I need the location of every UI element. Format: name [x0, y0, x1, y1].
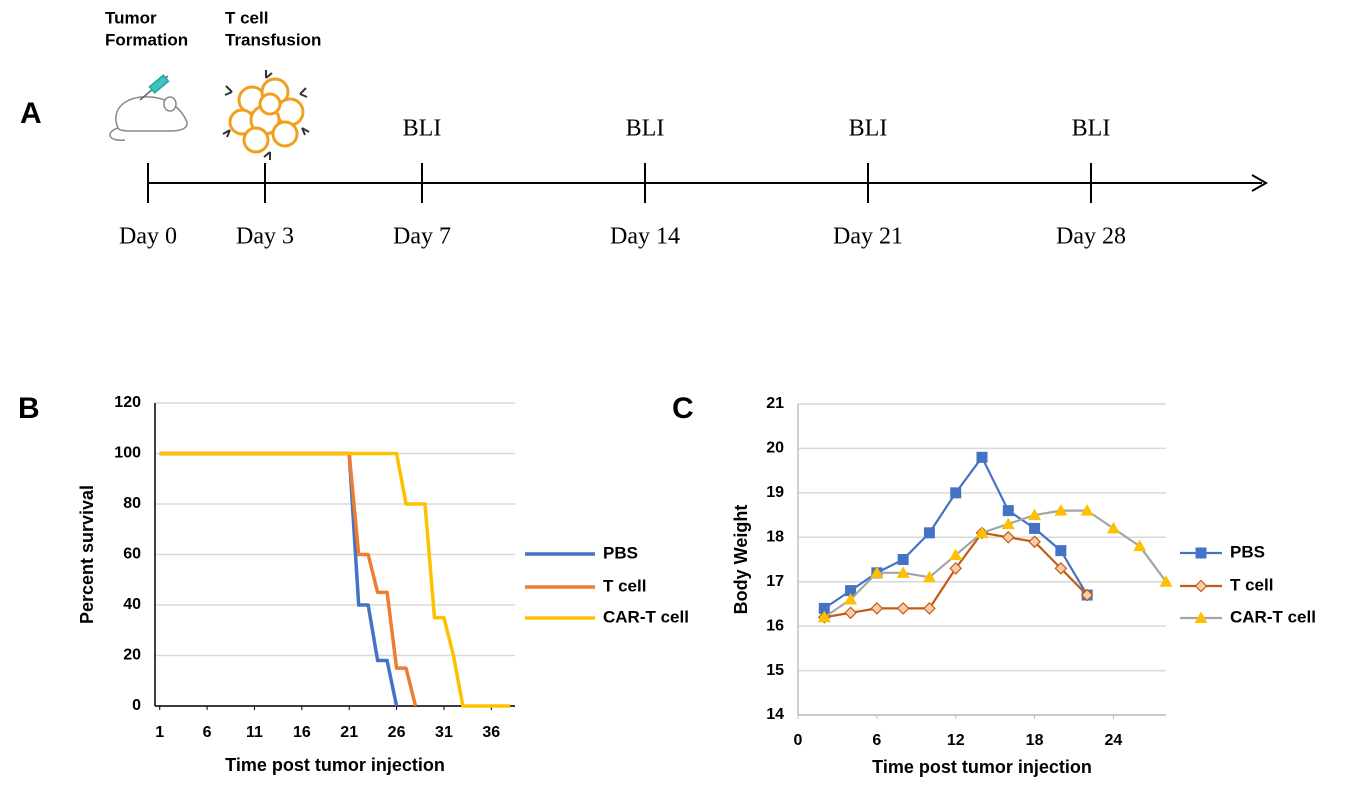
y-tick-label: 15 [766, 662, 784, 679]
marker [923, 527, 935, 539]
marker [1054, 562, 1068, 575]
marker [870, 602, 884, 615]
y-tick-label: 20 [766, 440, 784, 457]
timeline-bli: BLI [1072, 116, 1111, 142]
y-tick-label: 18 [766, 529, 784, 546]
y-axis-title: Body Weight [731, 505, 751, 615]
x-tick-label: 6 [203, 724, 212, 741]
legend-marker [1194, 579, 1208, 593]
marker [1002, 505, 1014, 517]
panel-label: C [672, 392, 694, 425]
marker [975, 526, 989, 538]
x-tick-label: 1 [155, 724, 164, 741]
y-tick-label: 20 [123, 647, 141, 664]
marker [1159, 575, 1173, 587]
marker [1054, 504, 1068, 516]
y-tick-label: 120 [114, 394, 141, 411]
marker [922, 570, 936, 583]
mouse-icon [109, 74, 188, 141]
timeline-note: T cell [225, 8, 268, 27]
timeline-day: Day 14 [610, 224, 680, 250]
timeline-day: Day 0 [119, 224, 177, 250]
marker [1001, 517, 1015, 529]
marker [896, 566, 910, 578]
legend-text: PBS [603, 543, 638, 562]
marker [896, 602, 910, 615]
legend-text: CAR-T cell [603, 607, 689, 626]
x-tick-label: 18 [1026, 732, 1044, 749]
legend-text: CAR-T cell [1230, 607, 1316, 626]
x-tick-label: 31 [435, 724, 453, 741]
timeline-arrow [1251, 174, 1269, 192]
marker [845, 585, 857, 597]
timeline-day: Day 7 [393, 224, 451, 250]
x-tick-label: 0 [794, 732, 803, 749]
legend-text: T cell [1230, 575, 1273, 594]
x-axis-title: Time post tumor injection [225, 755, 445, 775]
marker [949, 548, 963, 561]
timeline-day: Day 28 [1056, 224, 1126, 250]
marker [923, 602, 936, 615]
y-tick-label: 60 [123, 546, 141, 563]
series-line [159, 451, 418, 707]
marker [844, 592, 858, 605]
marker [1028, 508, 1042, 521]
y-tick-label: 21 [766, 395, 784, 412]
legend-text: T cell [603, 576, 646, 595]
y-tick-label: 19 [766, 484, 784, 501]
x-tick-label: 11 [246, 724, 263, 741]
marker [1080, 588, 1094, 602]
y-tick-label: 0 [132, 697, 141, 714]
y-tick-label: 17 [766, 573, 784, 590]
y-axis-title: Percent survival [77, 485, 97, 624]
x-tick-label: 24 [1105, 732, 1123, 749]
marker [818, 602, 830, 614]
marker [817, 610, 831, 623]
series-line [823, 509, 1167, 619]
timeline-day: Day 3 [236, 224, 294, 250]
marker [976, 451, 988, 463]
marker [950, 487, 962, 499]
marker [949, 562, 963, 575]
timeline-day: Day 21 [833, 224, 903, 250]
legend-text: PBS [1230, 542, 1265, 561]
y-tick-label: 40 [123, 596, 141, 613]
timeline-bli: BLI [849, 116, 888, 142]
marker [1029, 522, 1041, 534]
series-line [824, 531, 1088, 619]
marker [1080, 504, 1094, 516]
marker [1001, 530, 1015, 544]
timeline-bli: BLI [403, 116, 442, 142]
x-tick-label: 6 [872, 732, 881, 749]
timeline-bli: BLI [626, 116, 665, 142]
panel-label: B [18, 392, 40, 425]
x-tick-label: 12 [947, 732, 965, 749]
y-tick-label: 16 [766, 617, 784, 634]
legend-marker [1195, 547, 1207, 559]
x-axis-title: Time post tumor injection [872, 757, 1092, 777]
x-tick-label: 36 [482, 724, 500, 741]
marker [1055, 545, 1067, 557]
cells-icon [222, 70, 310, 160]
marker [1106, 521, 1120, 534]
series-line [159, 451, 511, 708]
series-line [159, 451, 399, 707]
marker [1028, 535, 1041, 549]
timeline-note: Transfusion [225, 30, 321, 49]
x-tick-label: 16 [293, 724, 311, 741]
panel-label: A [20, 97, 42, 130]
legend-marker [1194, 611, 1208, 623]
marker [1133, 539, 1147, 552]
x-tick-label: 26 [388, 724, 406, 741]
x-tick-label: 21 [340, 724, 358, 741]
marker [870, 566, 884, 578]
timeline-note: Formation [105, 30, 188, 49]
marker [897, 554, 909, 565]
marker [844, 606, 857, 620]
y-tick-label: 14 [766, 706, 784, 723]
y-tick-label: 80 [123, 495, 141, 512]
y-tick-label: 100 [114, 445, 141, 462]
timeline-note: Tumor [105, 8, 157, 27]
